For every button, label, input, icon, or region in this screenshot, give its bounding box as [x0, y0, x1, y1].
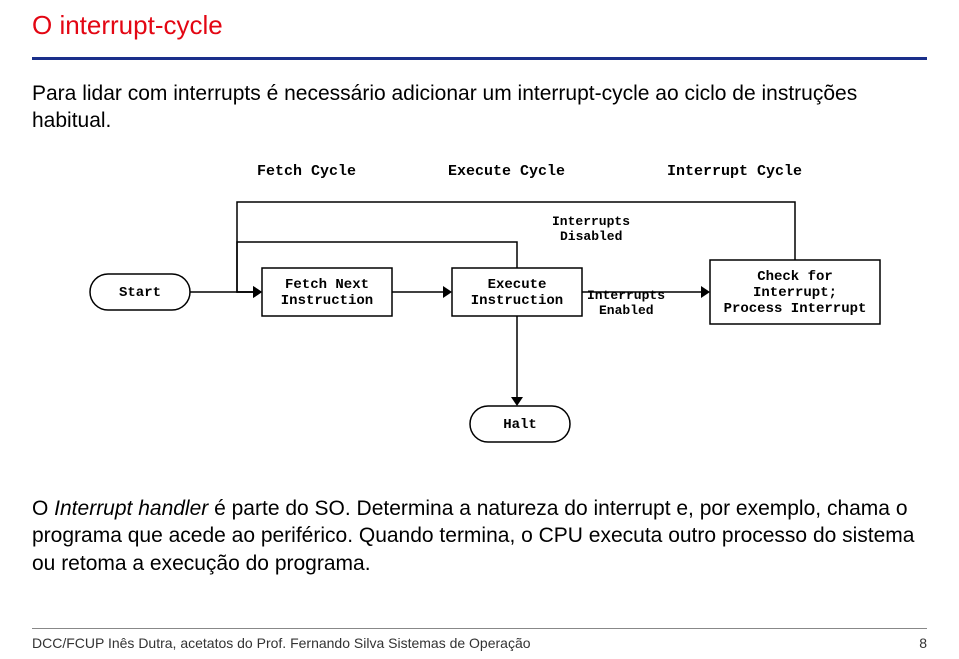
svg-text:Process Interrupt: Process Interrupt — [724, 301, 867, 317]
svg-text:Execute: Execute — [488, 277, 547, 293]
svg-text:Fetch Cycle: Fetch Cycle — [257, 163, 356, 180]
svg-text:Instruction: Instruction — [281, 293, 373, 309]
intro-paragraph: Para lidar com interrupts é necessário a… — [32, 80, 912, 135]
svg-text:Disabled: Disabled — [560, 229, 622, 244]
svg-text:Halt: Halt — [503, 417, 537, 433]
conclusion-paragraph: O Interrupt handler é parte do SO. Deter… — [32, 495, 927, 577]
svg-text:Check for: Check for — [757, 269, 833, 285]
svg-text:Enabled: Enabled — [599, 303, 654, 318]
title-divider — [32, 57, 927, 60]
footer-left-text: DCC/FCUP Inês Dutra, acetatos do Prof. F… — [32, 635, 531, 651]
svg-text:Start: Start — [119, 285, 161, 301]
svg-text:Interrupts: Interrupts — [587, 288, 665, 303]
conclusion-italic: Interrupt handler — [54, 497, 208, 520]
svg-text:Instruction: Instruction — [471, 293, 563, 309]
svg-text:Interrupt;: Interrupt; — [753, 285, 837, 301]
footer-divider — [32, 628, 927, 629]
svg-text:Interrupt Cycle: Interrupt Cycle — [667, 163, 802, 180]
svg-text:Fetch Next: Fetch Next — [285, 277, 369, 293]
page-title: O interrupt-cycle — [32, 10, 223, 41]
svg-text:Interrupts: Interrupts — [552, 214, 630, 229]
flowchart-diagram: Fetch Cycle Execute Cycle Interrupt Cycle I… — [32, 150, 927, 470]
page-number: 8 — [919, 635, 927, 651]
conclusion-prefix: O — [32, 497, 54, 520]
svg-text:Execute Cycle: Execute Cycle — [448, 163, 565, 180]
